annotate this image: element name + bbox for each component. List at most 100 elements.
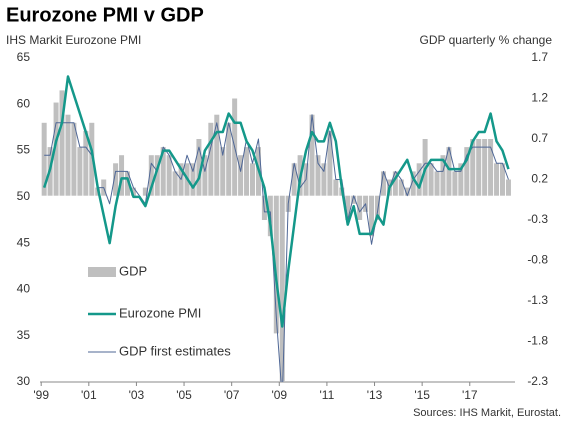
y-tick-label: 30 xyxy=(17,374,31,388)
line xyxy=(42,75,510,328)
line xyxy=(44,114,509,382)
bar xyxy=(476,139,482,196)
bar xyxy=(470,139,476,196)
bar xyxy=(482,139,488,196)
bar xyxy=(53,102,59,196)
bar xyxy=(464,147,470,196)
bar xyxy=(309,114,315,196)
y2-tick-label: 0.2 xyxy=(531,172,548,186)
y-tick-label: 60 xyxy=(17,96,31,110)
x-tick-label: '99 xyxy=(33,388,49,402)
y2-tick-label: 0.7 xyxy=(531,131,548,145)
bar xyxy=(250,163,255,196)
bar xyxy=(172,171,178,196)
x-tick-label: '13 xyxy=(367,388,383,402)
bar xyxy=(113,163,119,196)
source-note: Sources: IHS Markit, Eurostat. xyxy=(413,407,561,419)
bar xyxy=(279,195,285,382)
bar xyxy=(226,122,232,196)
bar xyxy=(160,147,166,196)
y-tick-label: 40 xyxy=(17,282,31,296)
bar xyxy=(244,147,250,196)
x-tick-label: '15 xyxy=(414,388,430,402)
bar xyxy=(375,195,380,220)
bar xyxy=(315,155,321,196)
x-tick-label: '07 xyxy=(224,388,240,402)
bar xyxy=(458,163,464,196)
plot-area xyxy=(41,75,511,382)
bar xyxy=(59,90,65,196)
bar xyxy=(345,195,351,220)
bar xyxy=(351,195,357,204)
x-tick-label: '01 xyxy=(81,388,97,402)
bar xyxy=(494,163,500,196)
bar xyxy=(89,122,95,196)
x-tick-label: '03 xyxy=(129,388,145,402)
bar xyxy=(238,155,244,196)
bar xyxy=(410,171,416,196)
y2-axis-title: GDP quarterly % change xyxy=(419,33,552,47)
bar xyxy=(291,163,297,196)
bar xyxy=(208,122,214,196)
y-tick-label: 45 xyxy=(17,235,31,249)
bar xyxy=(214,114,220,196)
y2-tick-label: 1.2 xyxy=(531,91,548,105)
bar xyxy=(77,147,83,196)
y2-tick-label: -1.8 xyxy=(527,334,548,348)
bar xyxy=(392,171,398,196)
bar xyxy=(83,130,89,196)
bar xyxy=(357,195,363,220)
bar xyxy=(321,163,327,196)
bar xyxy=(220,147,226,196)
bar xyxy=(119,155,125,196)
bar xyxy=(440,155,446,196)
y2-tick-label: -1.3 xyxy=(527,293,548,307)
y2-tick-label: -0.8 xyxy=(527,253,548,267)
bar xyxy=(488,139,494,196)
bar xyxy=(154,155,160,196)
bar xyxy=(398,179,404,196)
x-tick-label: '09 xyxy=(271,388,287,402)
bar xyxy=(196,139,202,196)
bar xyxy=(428,163,434,196)
y-tick-label: 50 xyxy=(17,189,31,203)
bar xyxy=(142,187,148,196)
bar xyxy=(65,114,71,196)
bar xyxy=(434,171,440,196)
bar xyxy=(404,187,410,196)
bar xyxy=(202,155,208,196)
bar xyxy=(273,195,279,334)
y2-tick-label: -2.3 xyxy=(527,374,548,388)
chart-title: Eurozone PMI v GDP xyxy=(6,4,204,26)
bar xyxy=(190,163,196,196)
y-tick-label: 55 xyxy=(17,143,31,157)
bar xyxy=(505,179,511,196)
x-tick-label: '17 xyxy=(462,388,478,402)
x-tick-label: '05 xyxy=(176,388,192,402)
bar xyxy=(333,179,339,196)
bar xyxy=(416,163,422,196)
bar xyxy=(500,163,505,196)
bar xyxy=(130,187,136,196)
bar xyxy=(41,122,47,196)
bar xyxy=(446,147,452,196)
bar xyxy=(369,195,375,237)
legend-swatch xyxy=(88,267,116,277)
y-axis-title: IHS Markit Eurozone PMI xyxy=(6,33,141,47)
bar xyxy=(327,130,333,196)
y2-tick-label: 1.7 xyxy=(531,50,548,64)
legend-label: GDP first estimates xyxy=(119,343,231,358)
bar xyxy=(148,155,154,196)
y-tick-label: 65 xyxy=(17,50,31,64)
x-tick-label: '11 xyxy=(320,388,335,402)
legend-label: GDP xyxy=(119,263,147,278)
bar xyxy=(452,171,458,196)
bar xyxy=(125,171,130,196)
bar xyxy=(380,171,386,196)
y-tick-label: 35 xyxy=(17,328,31,342)
y2-tick-label: -0.3 xyxy=(527,212,548,226)
bar xyxy=(166,155,172,196)
legend-label: Eurozone PMI xyxy=(119,305,201,320)
bar xyxy=(71,122,77,196)
